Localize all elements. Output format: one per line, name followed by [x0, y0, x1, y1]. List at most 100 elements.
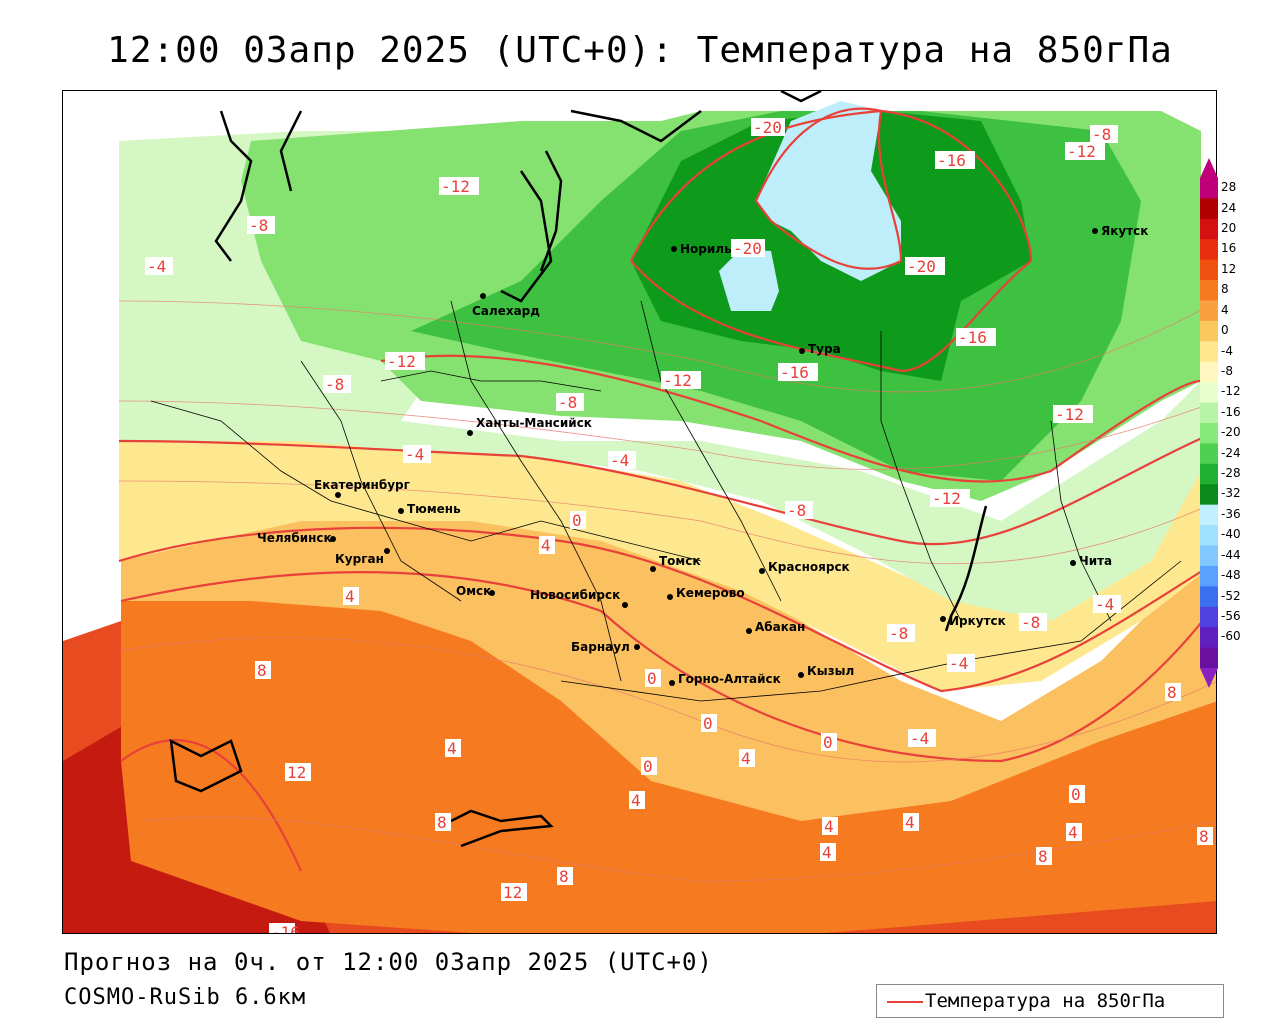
svg-text:Красноярск: Красноярск — [768, 560, 850, 574]
colorbar-swatch — [1200, 627, 1218, 649]
contour-label: 0 — [641, 757, 657, 776]
colorbar-tick-label: -4 — [1221, 343, 1233, 358]
map-area[interactable]: Норильск Якутск Салехард Тура Ханты-Манс… — [62, 90, 1217, 934]
svg-text:4: 4 — [905, 813, 915, 832]
contour-line — [754, 107, 903, 270]
svg-text:Курган: Курган — [335, 552, 384, 566]
contour-label: -4 — [403, 445, 431, 464]
city-ekaterinburg: Екатеринбург — [314, 478, 410, 498]
colorbar-swatch — [1200, 259, 1218, 281]
contour-label: 0 — [821, 733, 837, 752]
svg-text:8: 8 — [437, 813, 447, 832]
legend-label: Температура на 850гПа — [925, 990, 1166, 1012]
contour-label: 0 — [1069, 785, 1085, 804]
svg-text:-8: -8 — [249, 216, 268, 235]
contour-line — [120, 739, 303, 872]
city-chelyabinsk: Челябинск — [257, 531, 336, 545]
svg-text:0: 0 — [703, 714, 713, 733]
svg-text:8: 8 — [559, 867, 569, 886]
colorbar-tick-label: 28 — [1221, 180, 1237, 195]
city-chita: Чита — [1070, 554, 1112, 568]
contour-label: 0 — [701, 714, 717, 733]
contour-label: -12 — [930, 489, 970, 508]
colorbar-swatch — [1200, 382, 1218, 404]
svg-text:Абакан: Абакан — [755, 620, 805, 634]
contour-label: -16 — [269, 923, 300, 934]
city-barnaul: Барнаул — [571, 640, 640, 654]
contour-label: 4 — [903, 813, 919, 832]
svg-text:Кызыл: Кызыл — [807, 664, 854, 678]
svg-text:Якутск: Якутск — [1101, 224, 1148, 238]
svg-text:8: 8 — [1199, 827, 1209, 846]
svg-text:-20: -20 — [753, 118, 782, 137]
city-kurgan: Курган — [335, 548, 390, 566]
contour-label: 4 — [445, 739, 461, 758]
svg-text:-16: -16 — [271, 923, 300, 934]
colorbar-tick-label: 0 — [1221, 323, 1229, 338]
colorbar-swatch — [1200, 545, 1218, 567]
svg-text:-8: -8 — [1021, 613, 1040, 632]
contour-label: 4 — [1066, 823, 1082, 842]
contour-label: -8 — [247, 216, 275, 235]
colorbar-swatch — [1200, 178, 1218, 199]
colorbar-swatch — [1200, 647, 1218, 669]
svg-text:-4: -4 — [147, 257, 166, 276]
svg-text:Ханты-Мансийск: Ханты-Мансийск — [476, 416, 592, 430]
colorbar-tick-label: 24 — [1221, 200, 1237, 215]
svg-text:-12: -12 — [1055, 405, 1084, 424]
contour-label: 8 — [435, 813, 451, 832]
city-tyumen: Тюмень — [398, 502, 461, 516]
colorbar-tick-label: -28 — [1221, 466, 1241, 481]
colorbar-tick-label: -12 — [1221, 384, 1241, 399]
city-krasnoyarsk: Красноярск — [759, 560, 850, 574]
city-tomsk: Томск — [650, 554, 701, 572]
contour-label: -4 — [1093, 595, 1121, 614]
colorbar-swatch — [1200, 504, 1218, 526]
contour-label: 4 — [822, 817, 838, 836]
colorbar-tick-label: -40 — [1221, 527, 1241, 542]
colorbar-tick-label: 20 — [1221, 221, 1237, 236]
svg-text:0: 0 — [823, 733, 833, 752]
colorbar-swatch — [1200, 586, 1218, 608]
city-omsk: Омск — [456, 584, 495, 598]
city-gorno-altaysk: Горно-Алтайск — [669, 672, 781, 686]
contour-label: -20 — [751, 118, 785, 137]
colorbar-swatch — [1200, 361, 1218, 383]
colorbar-swatch — [1200, 525, 1218, 546]
svg-text:-8: -8 — [787, 501, 806, 520]
contour-label: 8 — [1165, 683, 1181, 702]
svg-text:4: 4 — [822, 843, 832, 862]
svg-text:-4: -4 — [949, 654, 968, 673]
svg-text:-12: -12 — [1067, 142, 1096, 161]
legend: Температура на 850гПа — [876, 984, 1224, 1018]
contour-label: -16 — [778, 363, 818, 382]
svg-text:8: 8 — [1167, 683, 1177, 702]
colorbar-tick-label: -56 — [1221, 608, 1241, 623]
colorbar-swatch — [1200, 606, 1218, 628]
colorbar-swatch — [1200, 320, 1218, 342]
svg-text:4: 4 — [824, 817, 834, 836]
colorbar-tick-label: -48 — [1221, 568, 1241, 583]
svg-text:4: 4 — [741, 749, 751, 768]
colorbar-tick-label: -36 — [1221, 506, 1241, 521]
temp-field-yellow — [119, 431, 1216, 691]
svg-text:0: 0 — [647, 669, 657, 688]
svg-text:12: 12 — [503, 883, 522, 902]
contour-label: 8 — [255, 661, 271, 680]
svg-text:-12: -12 — [663, 371, 692, 390]
svg-text:-4: -4 — [910, 729, 929, 748]
svg-text:-8: -8 — [325, 375, 344, 394]
contour-label: -12 — [439, 177, 479, 196]
city-yakutsk: Якутск — [1092, 224, 1148, 238]
svg-text:0: 0 — [643, 757, 653, 776]
city-kemerovo: Кемерово — [667, 586, 745, 600]
colorbar-tick-label: -20 — [1221, 425, 1241, 440]
contour-label: 4 — [343, 587, 359, 606]
svg-text:-12: -12 — [932, 489, 961, 508]
contour-line — [380, 354, 1202, 483]
colorbar-swatch — [1200, 565, 1218, 587]
contour-label: -16 — [956, 328, 996, 347]
svg-text:Томск: Томск — [659, 554, 701, 568]
colorbar-tick-label: -16 — [1221, 404, 1241, 419]
svg-text:12: 12 — [287, 763, 306, 782]
